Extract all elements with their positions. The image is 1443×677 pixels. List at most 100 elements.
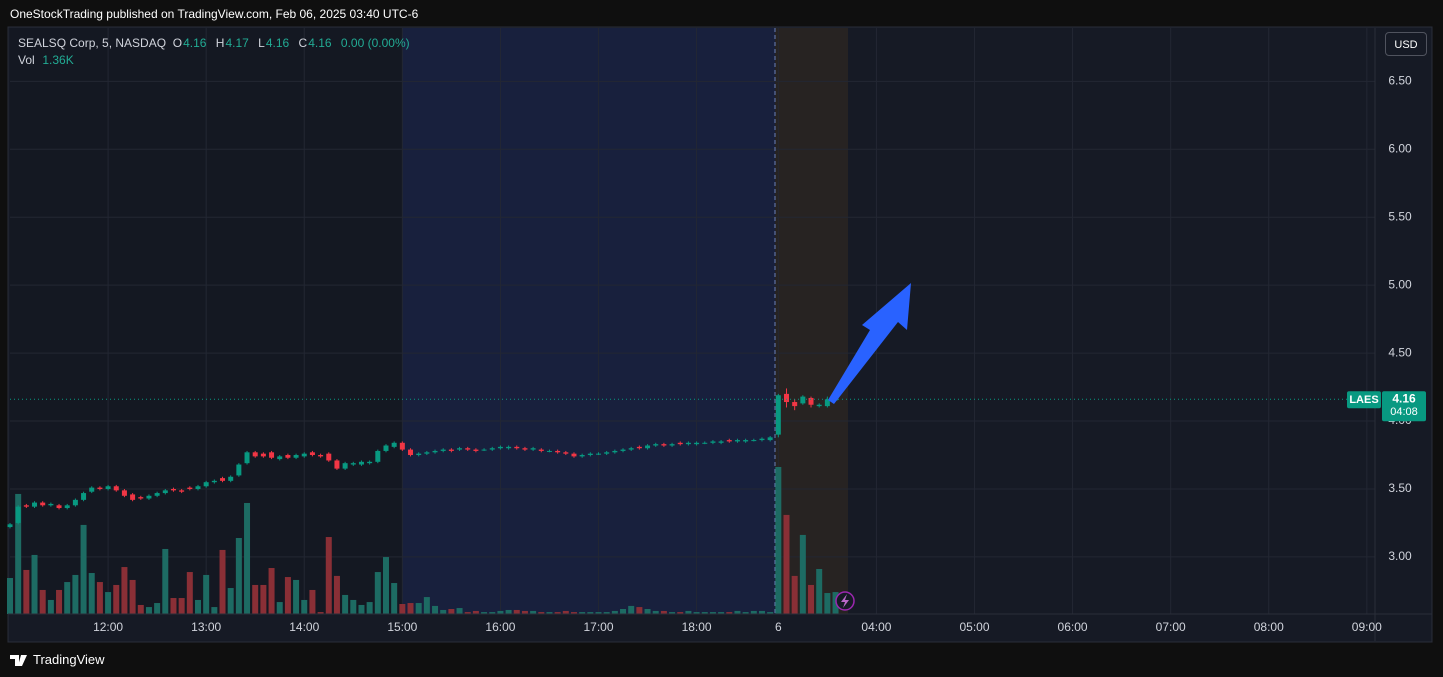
tradingview-logo: [10, 655, 27, 666]
volume-bar: [440, 609, 447, 614]
candle-body: [7, 524, 13, 528]
volume-bar: [186, 572, 193, 614]
candle-body: [506, 446, 512, 449]
x-tick-label: 16:00: [485, 620, 515, 634]
candle-body: [522, 448, 528, 450]
low-value: 4.16: [265, 36, 290, 50]
volume-bar: [407, 603, 414, 614]
candle-body: [694, 442, 700, 445]
volume-value: 1.36K: [42, 53, 74, 67]
candle-body: [342, 463, 348, 469]
volume-bar: [399, 603, 406, 614]
candle-body: [596, 453, 602, 455]
candle-body: [628, 448, 634, 450]
candle-body: [800, 396, 806, 404]
volume-bar: [64, 582, 71, 614]
candle-body: [203, 482, 209, 487]
high-label: H: [215, 36, 225, 50]
candle-body: [481, 449, 487, 451]
candle-body: [97, 487, 103, 489]
volume-bar: [808, 584, 815, 614]
volume-bar: [309, 589, 316, 614]
candle-body: [358, 461, 364, 465]
x-tick-label: 07:00: [1156, 620, 1186, 634]
candle-body: [89, 487, 95, 492]
volume-bar: [546, 612, 553, 614]
currency-button[interactable]: USD: [1385, 32, 1427, 56]
x-tick-label: 05:00: [959, 620, 989, 634]
volume-bar: [505, 609, 512, 614]
candle-body: [530, 448, 536, 450]
candle-body: [448, 449, 454, 451]
x-tick-label: 18:00: [682, 620, 712, 634]
volume-bar: [538, 612, 545, 614]
candle-body: [767, 437, 773, 441]
volume-bar: [660, 610, 667, 614]
candle-body: [48, 503, 54, 506]
volume-bar: [276, 602, 283, 614]
volume-bar: [333, 575, 340, 614]
candle-body: [661, 444, 667, 446]
y-tick-label: 3.00: [1388, 549, 1412, 563]
x-tick-label: 13:00: [191, 620, 221, 634]
volume-bar: [554, 612, 561, 614]
candle-body: [211, 480, 217, 483]
candle-body: [350, 463, 356, 465]
high-value: 4.17: [225, 36, 249, 50]
volume-bar: [170, 598, 177, 614]
volume-bar: [750, 610, 757, 614]
volume-bar: [579, 612, 586, 614]
candle-body: [702, 442, 708, 444]
volume-bar: [31, 554, 38, 614]
candle-body: [816, 404, 822, 407]
candle-body: [318, 455, 324, 457]
candle-body: [187, 487, 193, 489]
ohlc-row: SEALSQ Corp, 5, NASDAQ O4.16 H4.17 L4.16…: [18, 35, 416, 52]
candle-body: [620, 449, 626, 451]
volume-bar: [644, 608, 651, 614]
candle-body: [64, 505, 70, 509]
candle-body: [604, 452, 610, 454]
candle-body: [416, 453, 422, 456]
volume-bar: [260, 584, 267, 614]
volume-bar: [113, 584, 120, 614]
volume-bar: [709, 612, 716, 614]
x-tick-label: 14:00: [289, 620, 319, 634]
volume-bar: [268, 568, 275, 614]
last-price-label: 4.16: [1392, 391, 1416, 405]
volume-bar: [366, 602, 373, 614]
candle-body: [179, 490, 185, 492]
volume-bar: [489, 612, 496, 614]
candle-body: [465, 448, 471, 450]
candle-body: [726, 440, 732, 442]
volume-bar: [391, 583, 398, 614]
y-tick-label: 4.50: [1388, 345, 1412, 359]
volume-bar: [56, 589, 63, 614]
candle-body: [734, 440, 740, 442]
candle-body: [424, 452, 430, 454]
candle-body: [32, 502, 38, 507]
volume-bar: [685, 610, 692, 614]
low-label: L: [258, 36, 265, 50]
candle-body: [162, 490, 168, 494]
candle-body: [72, 499, 78, 506]
volume-bar: [620, 608, 627, 614]
symbol-label: LAES: [1349, 394, 1378, 406]
close-label: C: [298, 36, 308, 50]
candle-body: [154, 493, 160, 496]
candle-body: [121, 490, 127, 496]
volume-bar: [211, 607, 218, 614]
last-price-labels: LAES 4.16 04:08: [1347, 391, 1426, 422]
candle-body: [367, 461, 373, 464]
volume-bar: [137, 604, 144, 614]
candle-body: [236, 464, 242, 476]
volume-bar: [767, 612, 774, 614]
volume-bar: [293, 579, 300, 614]
open-label: O: [172, 36, 183, 50]
volume-pane: [7, 467, 839, 614]
candle-body: [473, 449, 479, 451]
volume-bar: [636, 607, 643, 614]
volume-bar: [448, 608, 455, 614]
candle-body: [571, 453, 577, 457]
volume-bar: [235, 537, 242, 614]
